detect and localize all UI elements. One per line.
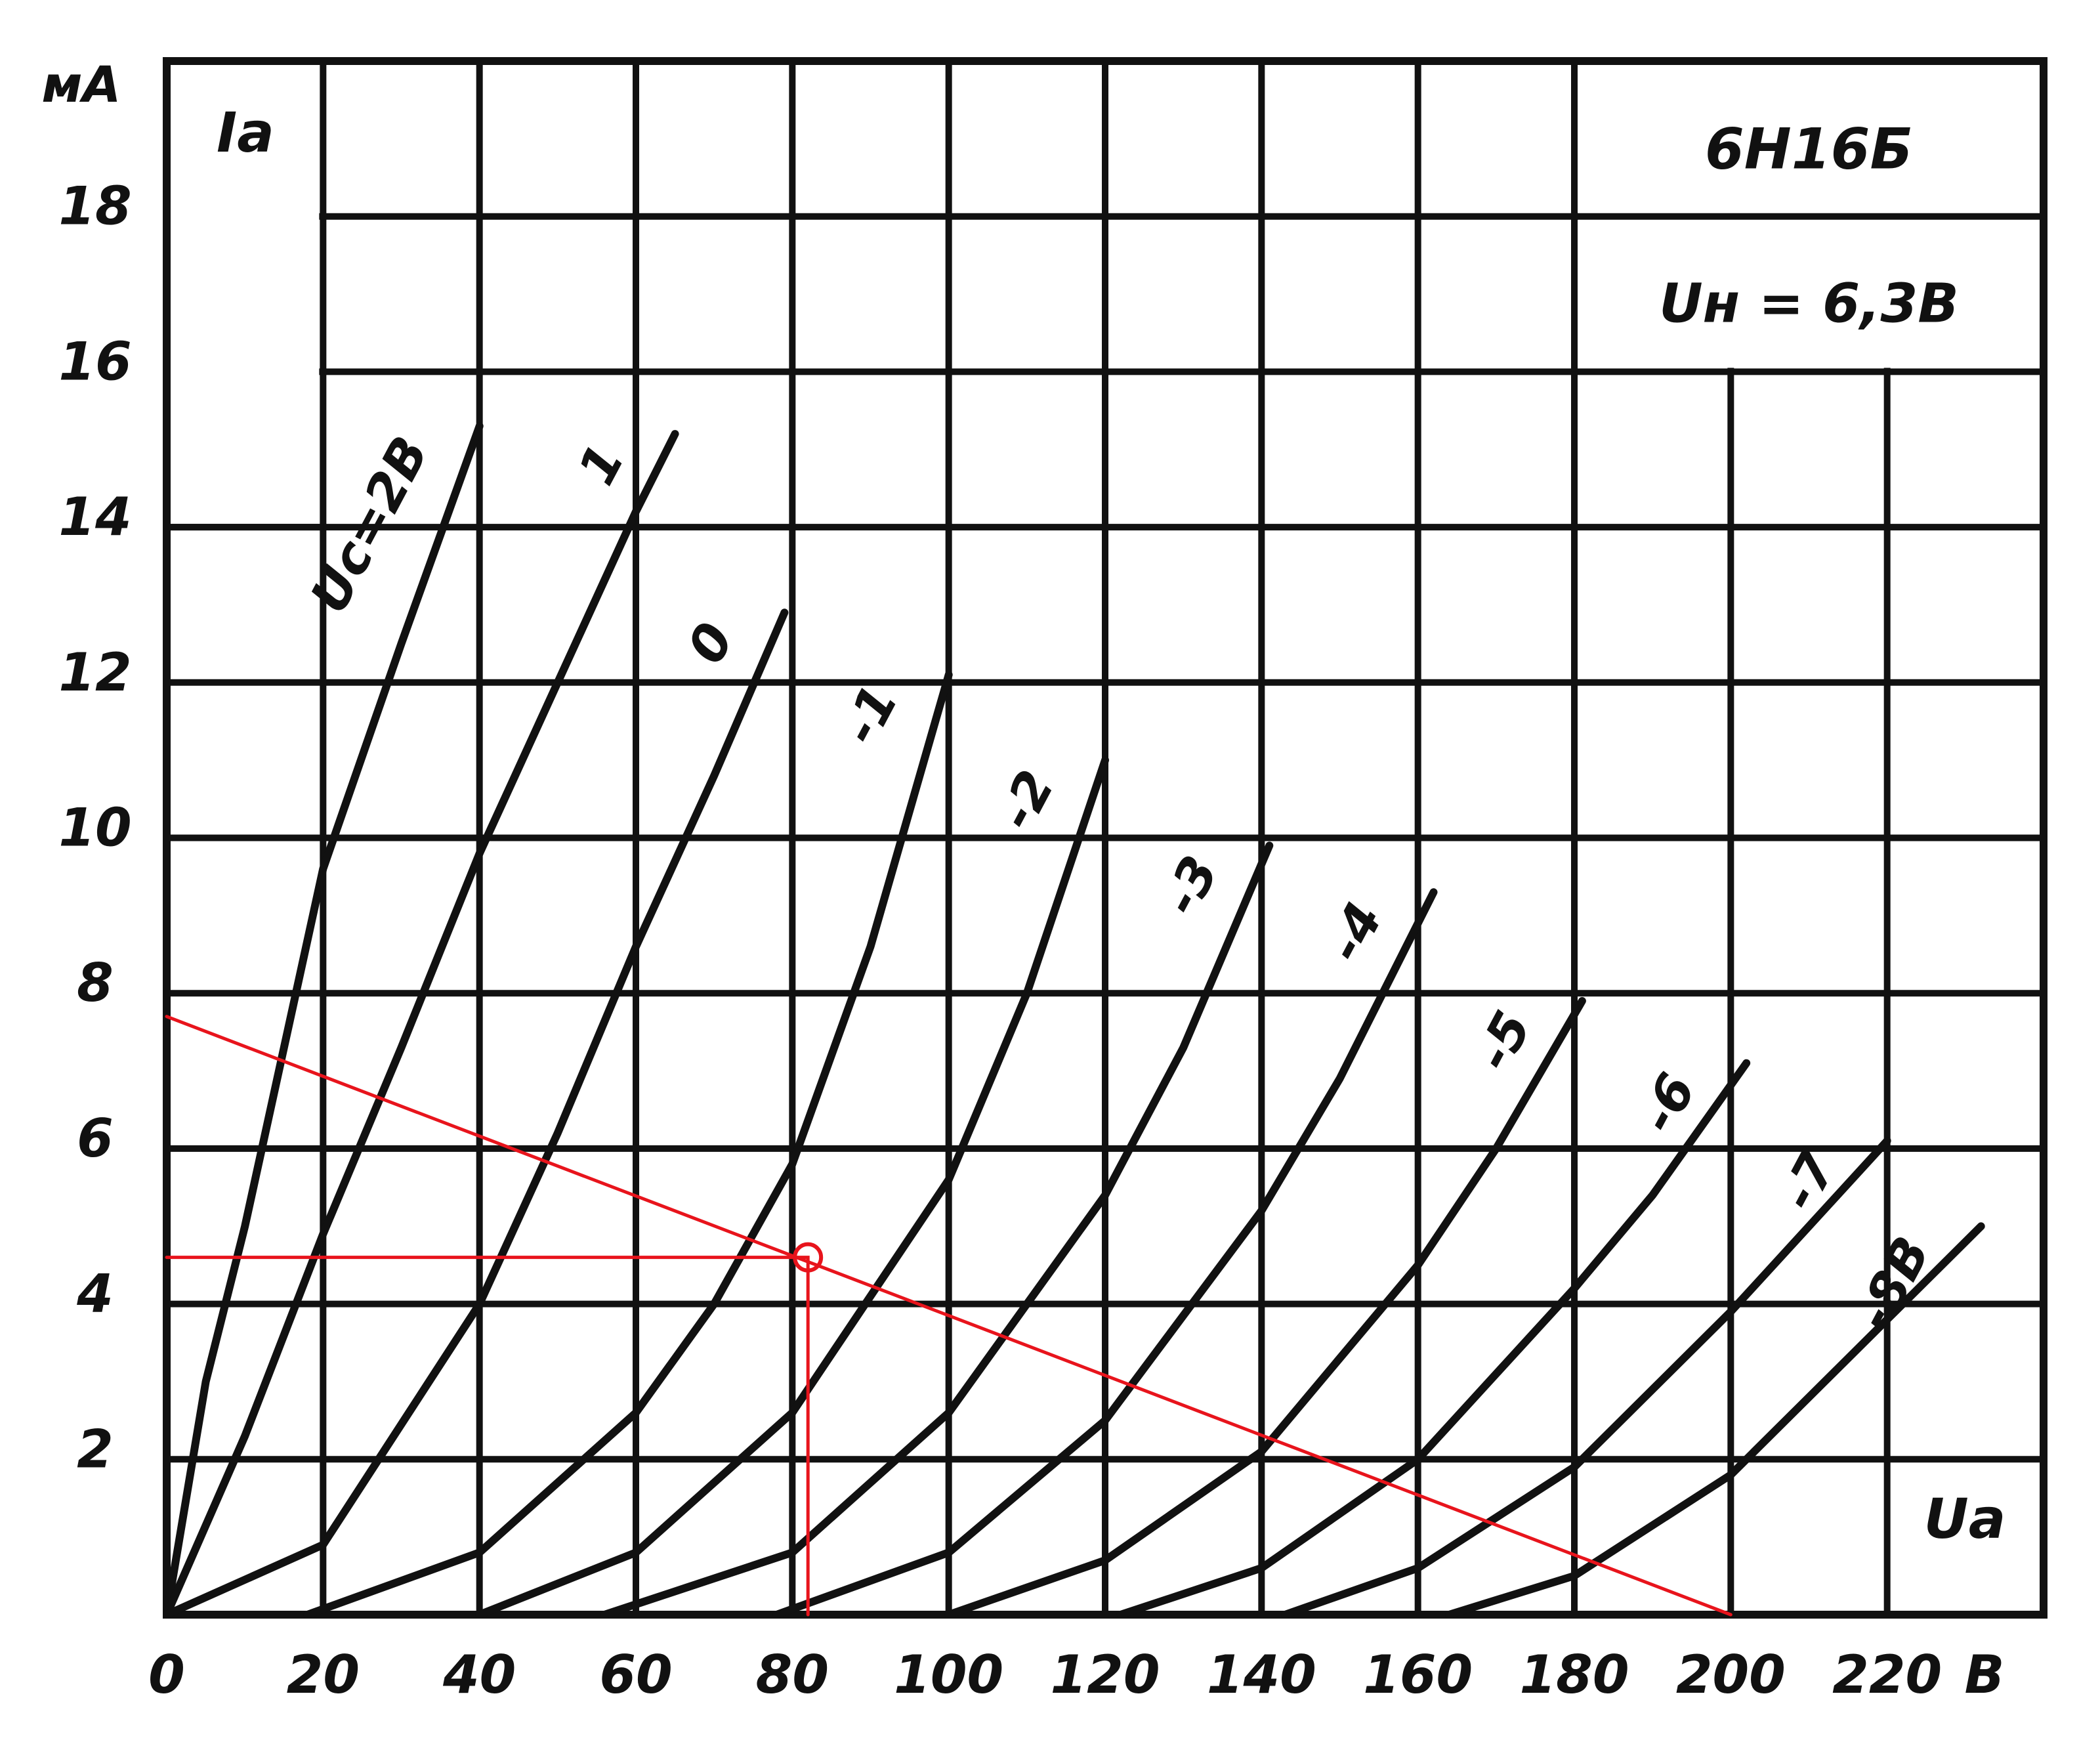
curve-label: 0 [677,614,746,673]
x-tick-label: 160 [1363,1644,1473,1705]
characteristic-curve [303,671,953,1619]
characteristic-curve [772,888,1438,1619]
x-tick-label: 180 [1520,1644,1629,1705]
y-tick-label: 12 [58,642,131,703]
y-tick-label: 16 [58,331,131,392]
plot-frame [163,57,2048,1619]
characteristic-curve [163,608,789,1619]
y-tick-label: 10 [58,797,131,858]
y-unit: мА [42,55,121,114]
curve-label: -7 [1769,1141,1848,1220]
x-tick-label: 220 [1832,1644,1942,1705]
characteristic-curve [1281,1137,1891,1619]
x-tick-label: 20 [287,1644,360,1705]
characteristic-curve [163,422,484,1619]
x-tick-label: 80 [756,1644,829,1705]
x-tick-label: 120 [1051,1644,1160,1705]
x-tick-label: 60 [599,1644,672,1705]
x-label: Uа [1924,1487,2006,1551]
characteristic-curve [1445,1222,1985,1619]
characteristic-curve [163,430,679,1619]
operating-point [793,1242,824,1273]
load-line [165,1256,810,1617]
curve-label: -3 [1152,847,1230,925]
x-tick-label: 40 [442,1644,516,1705]
curve-label: 1 [567,435,636,494]
x-tick-label: 0 [148,1644,185,1705]
y-tick-label: 8 [77,952,114,1013]
chart-title: 6Н16Б [1705,116,1913,182]
x-tick-label: 140 [1207,1644,1316,1705]
characteristic-curve [1116,1059,1751,1619]
load-line [165,1015,1732,1617]
curve-label: -5 [1465,1002,1544,1080]
curve-label: -2 [988,761,1066,839]
x-tick-label: 200 [1676,1644,1786,1705]
y-tick-label: 4 [76,1264,114,1325]
characteristic-curve [475,756,1109,1619]
x-unit: В [1965,1644,2005,1705]
curve-label: -1 [831,676,910,754]
y-label-box [170,64,320,524]
characteristic-curve [944,997,1586,1619]
chart-subtitle: Uн = 6,3В [1659,273,1959,335]
y-tick-label: 18 [58,176,131,237]
y-tick-label: 14 [58,486,131,547]
curve-label: -4 [1316,893,1395,971]
y-label: Iа [217,100,274,165]
characteristic-curve [600,841,1274,1619]
y-tick-label: 6 [77,1108,114,1169]
y-tick-label: 2 [77,1418,114,1479]
x-tick-label: 100 [894,1644,1003,1705]
